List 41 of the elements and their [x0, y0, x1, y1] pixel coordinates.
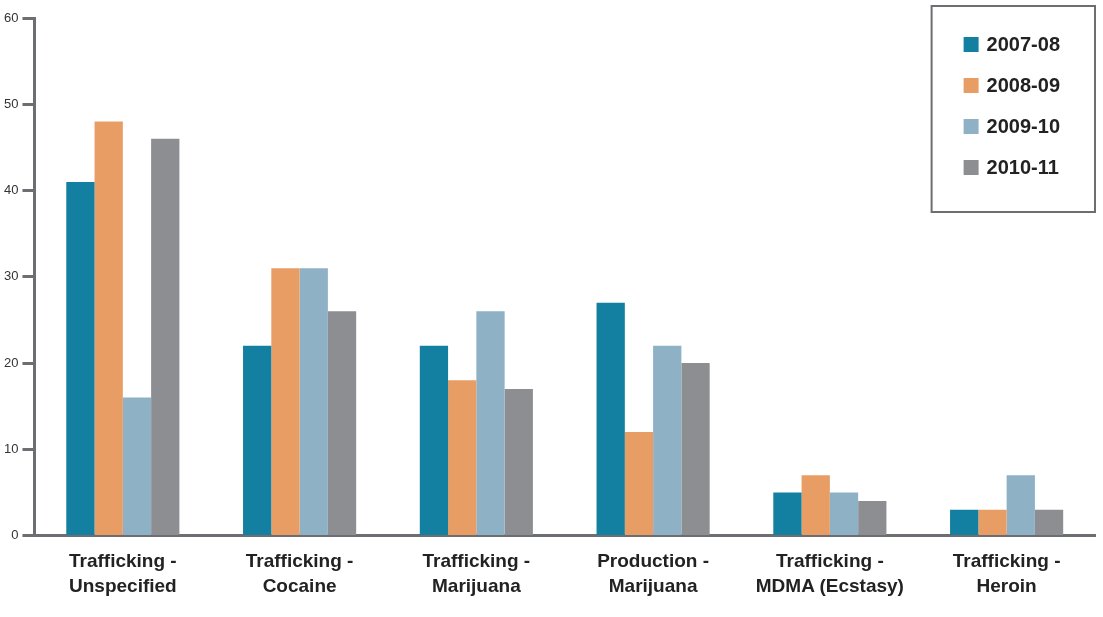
bar — [243, 345, 272, 536]
bar — [419, 345, 449, 536]
legend-label: 2010-11 — [986, 155, 1059, 178]
y-tick-label: 30 — [3, 268, 19, 284]
x-tick-label: Trafficking - MDMA (Ecstasy) — [755, 550, 904, 596]
bar — [773, 492, 802, 536]
bar — [476, 311, 505, 536]
bar — [596, 302, 625, 536]
legend-label: 2009-10 — [986, 114, 1061, 137]
bar — [271, 268, 300, 536]
x-tick-label: Trafficking - Unspecified — [68, 550, 177, 596]
y-tick-label: 60 — [3, 9, 19, 25]
bar — [122, 397, 152, 536]
bar — [1034, 509, 1064, 536]
y-tick-label: 10 — [3, 440, 19, 456]
y-tick-label: 20 — [3, 354, 19, 370]
bar — [151, 138, 180, 536]
bar — [653, 345, 682, 536]
bar — [978, 509, 1007, 536]
bar — [94, 121, 123, 536]
bar — [681, 363, 710, 536]
bar — [448, 380, 477, 536]
bar — [858, 501, 887, 536]
x-tick-label: Trafficking - Marijuana — [422, 550, 531, 596]
y-tick-label: 50 — [3, 95, 19, 111]
bar — [504, 388, 533, 536]
bar — [66, 181, 95, 536]
x-tick-label: Trafficking - Heroin — [952, 550, 1061, 596]
x-tick-label: Production - Marijuana — [597, 550, 710, 596]
bar — [327, 311, 357, 536]
bar — [829, 492, 859, 536]
bar — [950, 509, 979, 536]
legend-label: 2008-09 — [986, 73, 1061, 96]
y-tick-label: 0 — [11, 527, 19, 543]
legend-label: 2007-08 — [986, 32, 1061, 55]
bar — [1006, 475, 1035, 536]
bar — [801, 475, 830, 536]
y-tick-label: 40 — [3, 182, 19, 198]
x-tick-label: Trafficking - Cocaine — [245, 550, 354, 596]
bar — [624, 432, 654, 536]
bar — [299, 268, 328, 536]
